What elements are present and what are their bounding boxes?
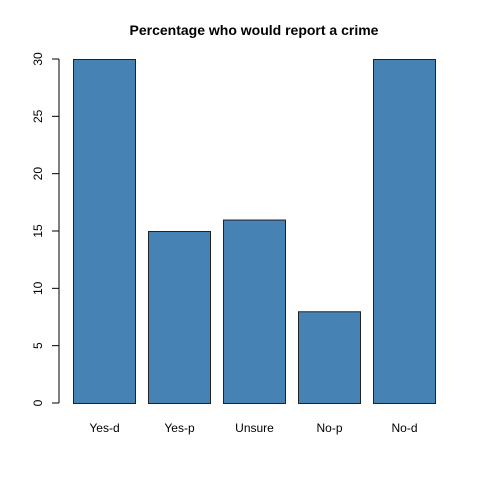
y-tick-label: 20	[31, 167, 45, 181]
x-tick-label: Yes-d	[89, 421, 119, 435]
bar-yes-p	[148, 231, 211, 404]
bars	[73, 59, 436, 404]
chart-title: Percentage who would report a crime	[130, 22, 379, 38]
y-tick-label: 5	[31, 342, 45, 349]
y-tick-label: 10	[31, 281, 45, 295]
y-tick-label: 0	[31, 399, 45, 406]
x-tick-label: No-d	[391, 421, 417, 435]
bar-yes-d	[73, 59, 136, 404]
bar-no-d	[373, 59, 436, 404]
x-tick-label: Unsure	[235, 421, 274, 435]
y-tick-label: 25	[31, 109, 45, 123]
x-axis-labels: Yes-d Yes-p Unsure No-p No-d	[89, 421, 417, 435]
y-tick-label: 15	[31, 224, 45, 238]
x-tick-label: No-p	[316, 421, 342, 435]
y-axis: 0 5 10 15 20 25 30	[31, 52, 60, 406]
bar-unsure	[223, 219, 286, 404]
x-tick-label: Yes-p	[164, 421, 195, 435]
bar-no-p	[298, 311, 361, 404]
y-tick-label: 30	[31, 52, 45, 66]
